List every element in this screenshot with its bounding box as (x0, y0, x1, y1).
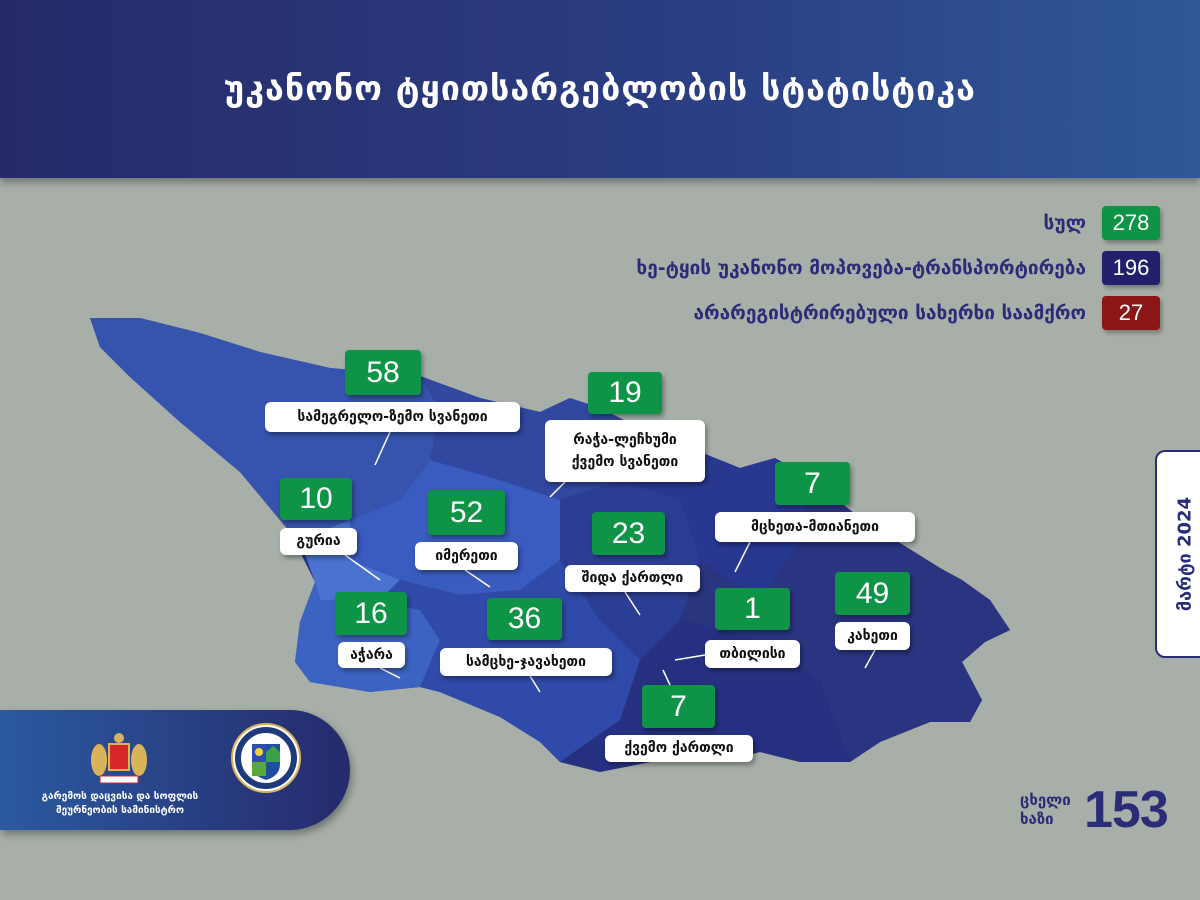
region-label: სამეგრელო-ზემო სვანეთი (265, 402, 520, 432)
legend-sawmill: არარეგისტრირებული სახერხი საამქრო 27 (636, 290, 1160, 335)
region-count: 7 (775, 462, 850, 505)
region-label: კახეთი (835, 622, 910, 650)
pointer-lines (344, 431, 876, 693)
ministry-name: გარემოს დაცვისა და სოფლის მეურნეობის სამ… (41, 791, 199, 816)
region-label: გურია (280, 528, 357, 555)
region-count: 16 (335, 592, 407, 635)
coat-of-arms-icon (91, 733, 147, 784)
region-kakheti (760, 478, 1010, 762)
region-label: ქვემო ქართლი (605, 735, 753, 762)
region-label: რაჭა-ლეჩხუმი ქვემო სვანეთი (545, 420, 705, 482)
region-label: შიდა ქართლი (565, 565, 700, 592)
region-count: 23 (592, 512, 665, 555)
hotline: ცხელი ხაზი 153 (1020, 781, 1169, 839)
region-count: 52 (428, 490, 505, 535)
region-label: აჭარა (338, 642, 405, 668)
region-count: 36 (487, 598, 562, 640)
region-count: 49 (835, 572, 910, 615)
ministry-seal-icon (231, 723, 301, 793)
ministry-banner: გარემოს დაცვისა და სოფლის მეურნეობის სამ… (0, 710, 350, 830)
legend-total: სულ 278 (636, 200, 1160, 245)
region-count: 7 (642, 685, 715, 728)
page-title: უკანონო ტყითსარგებლობის სტატისტიკა (224, 69, 976, 109)
region-count: 1 (715, 588, 790, 630)
region-label: მცხეთა-მთიანეთი (715, 512, 915, 542)
region-label: იმერეთი (415, 542, 518, 570)
header: უკანონო ტყითსარგებლობის სტატისტიკა (0, 0, 1200, 178)
region-label: თბილისი (705, 640, 800, 668)
date-tab: მარტი 2024 (1155, 450, 1200, 658)
region-label: სამცხე-ჯავახეთი (440, 648, 612, 676)
region-count: 19 (588, 372, 662, 414)
region-count: 10 (280, 478, 352, 520)
region-count: 58 (345, 350, 421, 395)
legend: სულ 278 ხე-ტყის უკანონო მოპოვება-ტრანსპორ… (636, 200, 1160, 335)
legend-transport: ხე-ტყის უკანონო მოპოვება-ტრანსპორტირება 1… (636, 245, 1160, 290)
